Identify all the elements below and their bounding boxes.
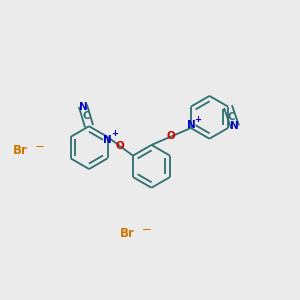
Text: −: −	[142, 223, 152, 236]
Text: O: O	[116, 141, 125, 151]
Text: C: C	[82, 111, 90, 121]
Text: N: N	[103, 135, 112, 145]
Text: N: N	[230, 121, 239, 131]
Text: +: +	[111, 129, 118, 138]
Text: −: −	[35, 140, 45, 153]
Text: C: C	[228, 112, 236, 122]
Text: N: N	[79, 102, 88, 112]
Text: Br: Br	[120, 227, 135, 240]
Text: +: +	[194, 115, 201, 124]
Text: N: N	[187, 120, 195, 130]
Text: Br: Br	[13, 143, 28, 157]
Text: O: O	[167, 131, 176, 142]
